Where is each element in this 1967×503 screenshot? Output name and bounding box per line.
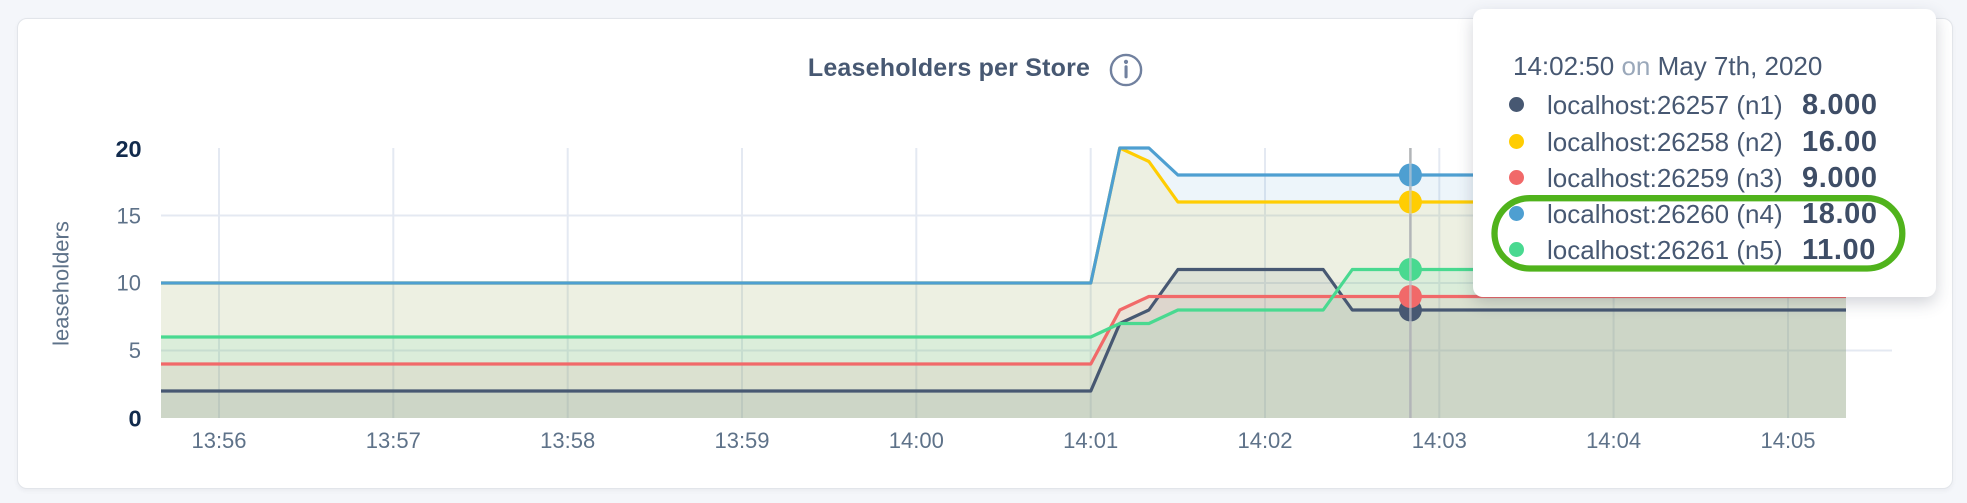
- svg-text:13:59: 13:59: [714, 428, 769, 453]
- svg-text:0: 0: [129, 406, 142, 432]
- svg-text:13:56: 13:56: [191, 428, 246, 453]
- svg-text:13:58: 13:58: [540, 428, 595, 453]
- svg-text:15: 15: [117, 203, 141, 228]
- svg-text:14:05: 14:05: [1760, 428, 1815, 453]
- svg-text:20: 20: [115, 136, 141, 162]
- svg-text:14:01: 14:01: [1063, 428, 1118, 453]
- svg-text:14:03: 14:03: [1412, 428, 1467, 453]
- svg-text:14:04: 14:04: [1586, 428, 1641, 453]
- svg-text:10: 10: [117, 271, 141, 296]
- svg-text:5: 5: [129, 338, 141, 363]
- svg-text:14:02: 14:02: [1237, 428, 1292, 453]
- svg-text:14:00: 14:00: [889, 428, 944, 453]
- svg-text:13:57: 13:57: [366, 428, 421, 453]
- svg-text:leaseholders: leaseholders: [49, 221, 74, 346]
